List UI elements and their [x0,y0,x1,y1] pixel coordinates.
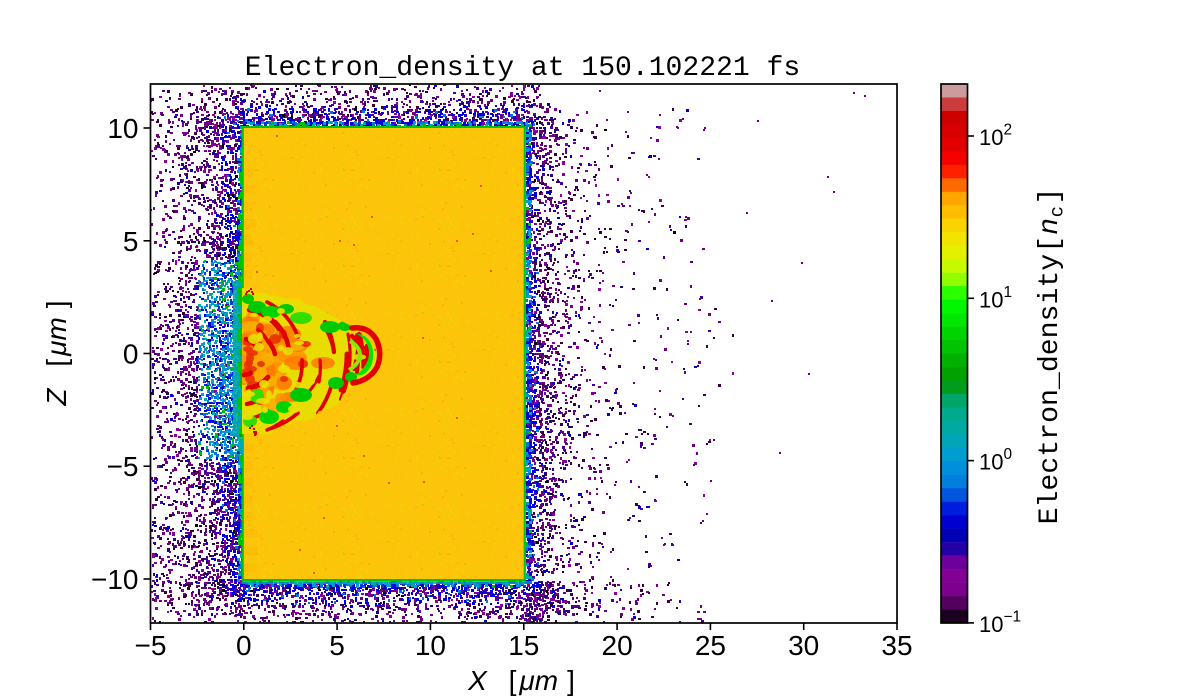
svg-text:10: 10 [415,630,446,661]
svg-text:Electron_density at 150.102221: Electron_density at 150.102221 fs [245,53,800,84]
svg-text:20: 20 [602,630,633,661]
svg-text:5: 5 [329,630,345,661]
svg-text:15: 15 [508,630,539,661]
svg-text:−5: −5 [107,451,139,482]
svg-text:Z [μm]: Z [μm] [41,300,72,406]
svg-text:0: 0 [236,630,252,661]
svg-text:0: 0 [123,339,139,370]
svg-text:−5: −5 [135,630,167,661]
svg-text:5: 5 [123,226,139,257]
svg-text:X [μm]: X [μm] [467,665,575,696]
svg-text:30: 30 [788,630,819,661]
svg-text:25: 25 [695,630,726,661]
svg-text:Electron_density[nc]: Electron_density[nc] [1035,188,1069,525]
svg-text:−10: −10 [91,564,139,595]
svg-text:10−1: 10−1 [979,608,1021,637]
svg-text:10: 10 [107,113,138,144]
svg-text:35: 35 [881,630,912,661]
